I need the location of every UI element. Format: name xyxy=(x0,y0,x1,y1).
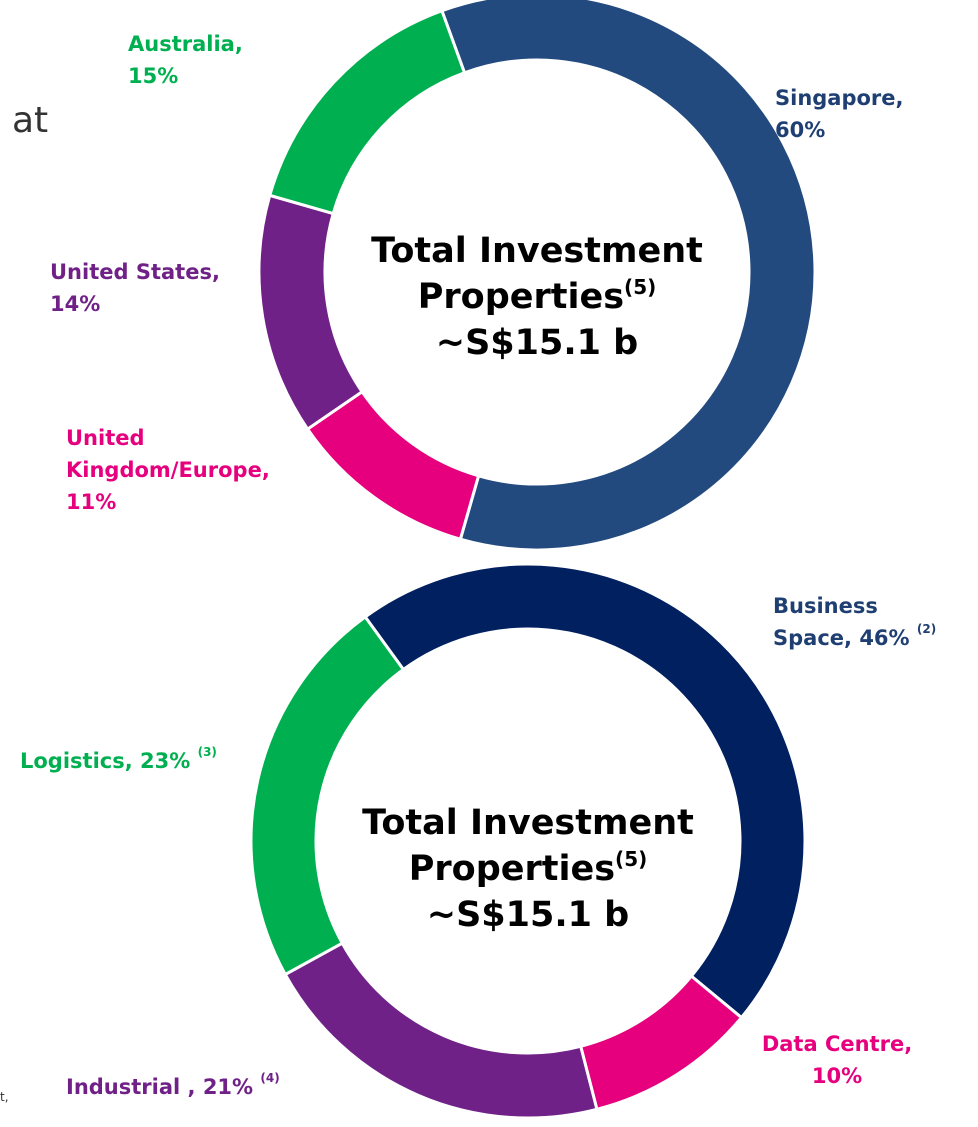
slice-label: Australia, 15% xyxy=(128,28,288,92)
footnote: (5) xyxy=(615,847,648,871)
value-label: 10% xyxy=(811,1064,863,1088)
donut-slice xyxy=(249,614,406,977)
value-label: 21% xyxy=(202,1075,254,1099)
cut-text: t, xyxy=(0,1090,9,1104)
center-line: Total Investment xyxy=(330,228,744,274)
value-label: 11% xyxy=(66,490,117,514)
center-text: Total Investment Properties(5) ~S$15.1 b xyxy=(330,228,744,366)
footnote: (2) xyxy=(916,622,937,636)
value-label: 23% xyxy=(140,749,191,773)
slice-label: Logistics, 23% (3) xyxy=(20,745,340,777)
slice-label: Data Centre, 10% xyxy=(742,1028,932,1092)
slice-label: Business Space, 46% (2) xyxy=(773,590,948,654)
center-line: Total Investment xyxy=(321,800,735,846)
center-line: Properties(5) xyxy=(330,274,744,320)
value-label: 14% xyxy=(50,292,101,316)
value-label: 60% xyxy=(775,118,826,142)
center-line: Properties(5) xyxy=(321,846,735,892)
footnote: (4) xyxy=(260,1071,280,1085)
center-value: ~S$15.1 b xyxy=(426,895,630,935)
donut-slice xyxy=(363,562,807,1020)
center-value: ~S$15.1 b xyxy=(435,323,639,363)
slice-label: United Kingdom/Europe, 11% xyxy=(66,422,301,518)
footnote: (5) xyxy=(624,275,657,299)
donut-slice xyxy=(267,8,467,216)
center-text-line: Total Investment xyxy=(362,803,694,843)
center-text-line: Total Investment xyxy=(371,231,703,271)
category-name: Australia, xyxy=(128,32,243,56)
category-name: Business Space, xyxy=(773,594,878,650)
donut-slice xyxy=(578,974,744,1112)
center-text-line: Properties xyxy=(417,277,625,317)
value-label: 15% xyxy=(128,64,179,88)
category-name: United Kingdom/Europe, xyxy=(66,426,270,482)
center-text: Total Investment Properties(5) ~S$15.1 b xyxy=(321,800,735,938)
cut-text: at xyxy=(12,100,49,141)
slice-label: United States, 14% xyxy=(50,256,225,320)
category-name: United States, xyxy=(50,260,220,284)
center-text-line: Properties xyxy=(408,849,616,889)
category-name: Industrial , xyxy=(66,1075,196,1099)
category-name: Data Centre, xyxy=(761,1032,913,1056)
slice-label: Industrial , 21% (4) xyxy=(66,1071,366,1103)
donut-slice xyxy=(305,389,481,542)
value-label: 46% xyxy=(859,626,910,650)
footnote: (3) xyxy=(197,745,217,759)
category-name: Singapore, xyxy=(775,86,904,110)
donut-slice xyxy=(439,0,817,552)
category-name: Logistics, xyxy=(20,749,133,773)
slice-label: Singapore, 60% xyxy=(775,82,945,146)
